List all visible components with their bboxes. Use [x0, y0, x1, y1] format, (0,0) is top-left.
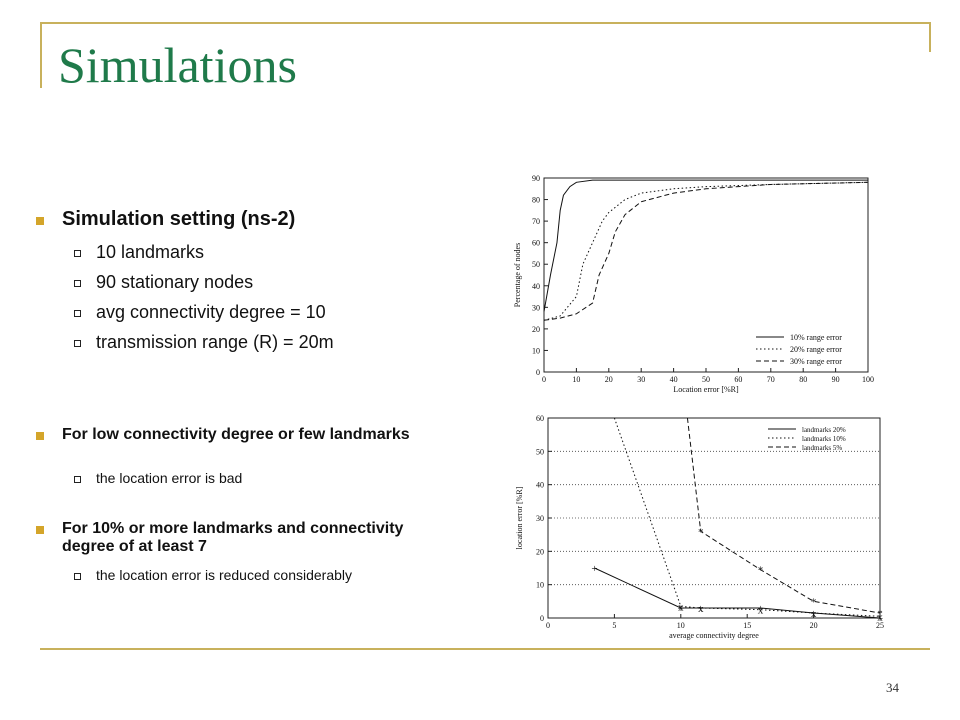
y-tick-label: 10 [532, 346, 540, 355]
legend-label: landmarks 5% [802, 444, 842, 452]
series-line-3 [686, 417, 881, 614]
y-tick-label: 50 [532, 260, 540, 269]
data-point-marker: x [698, 603, 704, 615]
legend-label: landmarks 10% [802, 435, 846, 443]
x-tick-label: 0 [542, 375, 546, 384]
frame-bottom-line [40, 648, 930, 650]
bullet-item: avg connectivity degree = 10 [74, 302, 326, 322]
series-line-3 [543, 181, 869, 321]
y-tick-label: 0 [536, 368, 540, 377]
x-axis-label: average connectivity degree [669, 631, 759, 640]
data-point-marker: * [877, 608, 883, 620]
data-point-marker: * [811, 596, 817, 608]
bullet-item: 10 landmarks [73, 242, 205, 262]
x-tick-label: 20 [605, 375, 613, 384]
legend-label: landmarks 20% [802, 426, 846, 434]
data-point-marker: + [591, 563, 597, 575]
legend-label: 10% range error [790, 333, 842, 342]
x-tick-label: 5 [612, 621, 616, 630]
data-point-marker: + [810, 608, 816, 620]
legend-label: 30% range error [790, 357, 842, 366]
series-line-1 [594, 567, 881, 619]
x-tick-label: 0 [546, 621, 550, 630]
x-tick-label: 100 [862, 375, 874, 384]
chart-location-error-distribution: 0 10 20 30 40 50 60 70 80 90 0 10 20 30 40 50 60 70 80 90 10… [512, 168, 886, 396]
x-tick-label: 50 [702, 375, 710, 384]
series-line-1 [543, 179, 868, 312]
y-tick-label: 40 [536, 481, 544, 490]
data-point-marker: + [698, 603, 704, 615]
plot-area [543, 177, 869, 373]
x-tick-label: 90 [832, 375, 840, 384]
x-tick-label: 70 [767, 375, 775, 384]
y-tick-label: 10 [536, 581, 544, 590]
data-point-marker: + [757, 603, 763, 615]
x-tick-label: 60 [734, 375, 742, 384]
chart-2-svg: 0 10 20 30 40 50 60 0 5 10 15 20 25 average connectiv… [515, 414, 884, 640]
x-tick-label: 25 [876, 621, 884, 630]
data-point-marker: + [678, 603, 684, 615]
slide-title: Simulations [58, 37, 297, 93]
bullet-heading: For 10% or more landmarks and connectivi… [36, 520, 452, 556]
frame-left-line [40, 22, 42, 88]
y-tick-label: 20 [536, 547, 544, 556]
data-point-marker: x [811, 608, 817, 620]
bullet-item: the location error is bad [73, 470, 243, 486]
frame-top-line [40, 22, 930, 24]
y-tick-label: 40 [532, 282, 540, 291]
bullet-item: 90 stationary nodes [73, 272, 254, 292]
x-tick-label: 10 [572, 375, 580, 384]
data-point-marker: x [877, 611, 883, 623]
bullet-heading: Simulation setting (ns-2) [35, 208, 296, 230]
y-tick-label: 60 [536, 414, 544, 423]
bullet-item: the location error is reduced considerab… [73, 567, 353, 583]
x-tick-label: 30 [637, 375, 645, 384]
series-line-2 [543, 181, 869, 321]
data-point-marker: + [877, 613, 883, 625]
y-tick-label: 80 [532, 196, 540, 205]
y-tick-label: 0 [540, 614, 544, 623]
y-tick-label: 70 [532, 217, 540, 226]
x-tick-label: 80 [799, 375, 807, 384]
chart-1-svg: 0 10 20 30 40 50 60 70 80 90 0 10 20 30 40 50 60 70 80 90 10… [513, 174, 874, 394]
x-tick-label: 40 [670, 375, 678, 384]
x-tick-label: 15 [743, 621, 751, 630]
data-point-marker: * [698, 526, 704, 538]
y-tick-label: 30 [532, 303, 540, 312]
y-axis-label: location error [%R] [515, 486, 524, 549]
x-tick-label: 20 [810, 621, 818, 630]
chart-error-vs-connectivity: 0 10 20 30 40 50 60 0 5 10 15 20 25 average connectiv… [510, 408, 890, 646]
x-tick-label: 10 [677, 621, 685, 630]
bullet-item: transmission range (R) = 20m [74, 332, 334, 352]
y-tick-label: 50 [536, 447, 544, 456]
x-axis-label: Location error [%R] [673, 385, 739, 394]
page-number: 34 [886, 680, 899, 695]
y-tick-label: 30 [536, 514, 544, 523]
y-axis-label: Percentage of nodes [513, 243, 522, 307]
legend-label: 20% range error [790, 345, 842, 354]
data-point-marker: x [678, 601, 684, 613]
y-tick-label: 20 [532, 325, 540, 334]
data-point-marker: * [758, 565, 764, 577]
bullet-heading: For low connectivity degree or few landm… [36, 426, 452, 444]
y-tick-label: 90 [532, 174, 540, 183]
frame-right-line [929, 22, 931, 52]
data-point-marker: x [758, 605, 764, 617]
y-tick-label: 60 [532, 239, 540, 248]
